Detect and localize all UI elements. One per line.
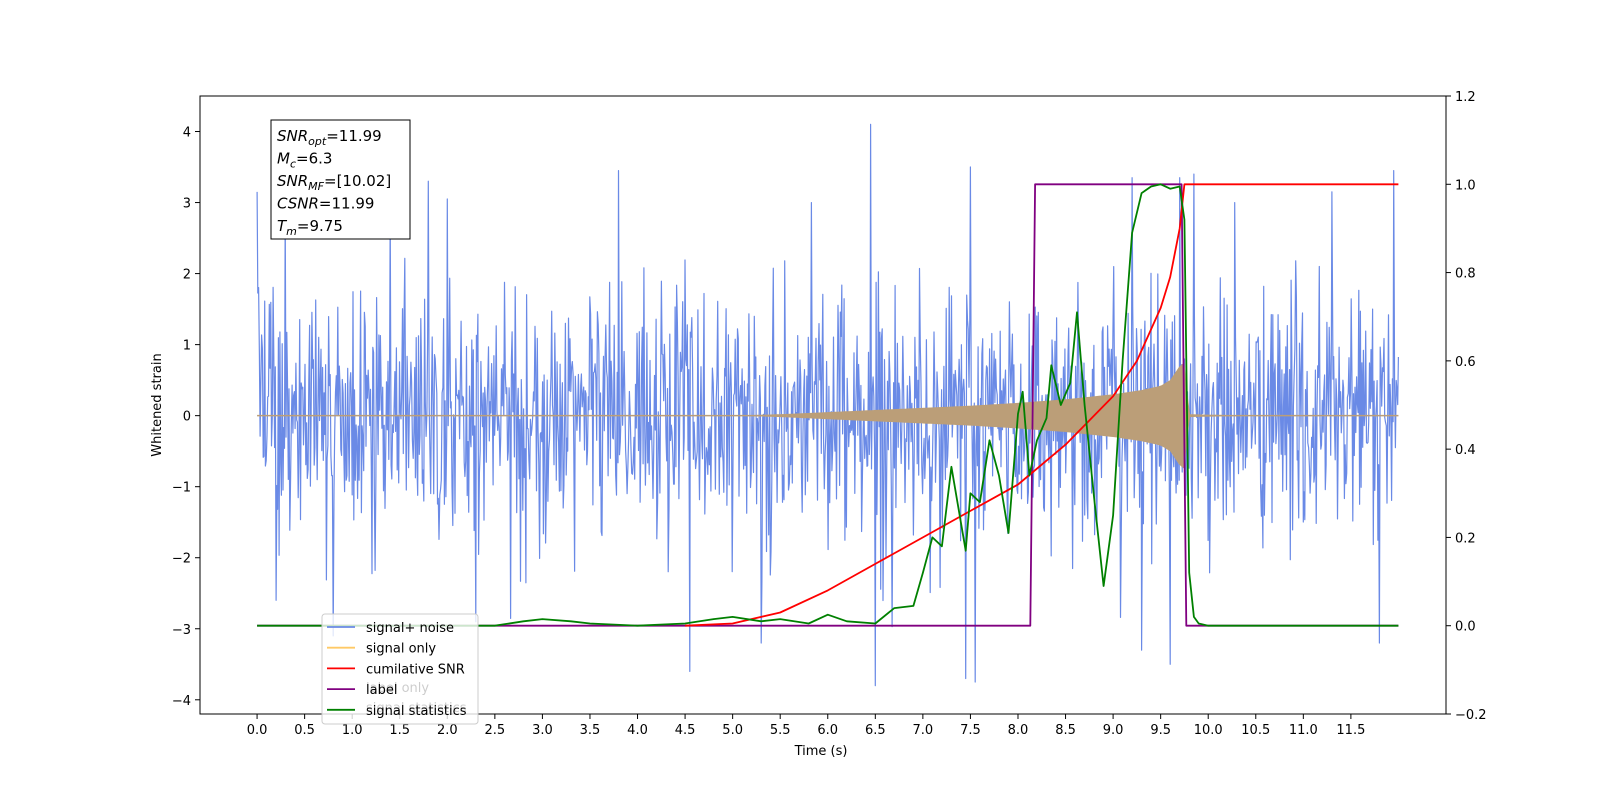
legend-frame	[321, 613, 479, 725]
series-signal-noise	[256, 123, 1399, 687]
y-axis-label: Whitened strain	[150, 353, 165, 456]
plot-frame	[199, 95, 1447, 715]
y-right-tick-label: 1.2	[1455, 90, 1476, 105]
info-value: =11.99	[326, 127, 382, 145]
info-line: Tm=9.75	[277, 217, 343, 238]
x-tick-label: 6.5	[865, 723, 886, 738]
y-left-tick-label: 2	[183, 268, 191, 283]
info-symbol: T	[277, 217, 288, 235]
y-right-tick-label: 1.0	[1455, 178, 1476, 193]
y-right-tick-label: 0.0	[1455, 620, 1476, 635]
info-subscript: c	[290, 158, 296, 171]
x-tick-label: 7.5	[960, 723, 981, 738]
x-tick-label: 11.0	[1289, 723, 1318, 738]
legend-entry-label: label	[366, 683, 397, 698]
info-subscript: opt	[308, 135, 327, 148]
y-left-tick-label: −4	[172, 694, 191, 709]
x-axis-label: Time (s)	[794, 744, 848, 759]
legend-entry-label: signal statistics	[366, 704, 467, 719]
info-value: =9.75	[297, 217, 343, 235]
x-tick-label: 9.0	[1103, 723, 1124, 738]
x-tick-label: 10.0	[1194, 723, 1223, 738]
info-value: =[10.02]	[324, 172, 391, 190]
y-right-tick-label: 0.6	[1455, 355, 1476, 370]
y-left-tick-label: 1	[183, 339, 191, 354]
info-value: =11.99	[319, 195, 375, 213]
info-value: =6.3	[296, 150, 332, 168]
info-symbol: SNR	[277, 127, 308, 145]
y-left-tick-label: −2	[172, 552, 191, 567]
info-line: CSNR=11.99	[277, 195, 374, 213]
y-left-tick-label: 4	[183, 126, 191, 141]
x-tick-label: 6.0	[817, 723, 838, 738]
y-left-tick-label: 0	[183, 410, 191, 425]
x-tick-label: 1.5	[389, 723, 410, 738]
x-tick-label: 8.5	[1055, 723, 1076, 738]
legend-entry-label: cumilative SNR	[366, 662, 465, 677]
x-tick-label: 5.5	[770, 723, 791, 738]
x-tick-label: 9.5	[1150, 723, 1171, 738]
y-left-tick-label: −1	[172, 481, 191, 496]
x-tick-label: 10.5	[1241, 723, 1270, 738]
info-box: SNRopt=11.99Mc=6.3SNRMF=[10.02]CSNR=11.9…	[270, 119, 411, 240]
x-tick-label: 2.0	[437, 723, 458, 738]
info-box-frame	[270, 119, 411, 240]
x-tick-label: 8.0	[1008, 723, 1029, 738]
legend: label onlysignal statisticssignal+ noise…	[321, 613, 479, 725]
y-right-tick-label: 0.8	[1455, 267, 1476, 282]
info-line: SNRMF=[10.02]	[277, 172, 391, 193]
x-tick-label: 1.0	[342, 723, 363, 738]
info-line: Mc=6.3	[277, 150, 332, 171]
info-line: SNRopt=11.99	[277, 127, 382, 148]
y-axis-right: −0.2 0.0 0.2 0.4 0.6 0.8 1.0 1.2	[1446, 90, 1487, 723]
y-left-tick-label: 3	[183, 197, 191, 212]
series-cumulative-snr	[685, 183, 1399, 627]
y-right-tick-label: 0.2	[1455, 531, 1476, 546]
legend-entry-label: signal+ noise	[366, 621, 454, 636]
x-tick-label: 3.5	[580, 723, 601, 738]
plot-area	[256, 123, 1399, 687]
x-tick-label: 11.5	[1336, 723, 1365, 738]
x-tick-label: 4.5	[675, 723, 696, 738]
series-signal-statistics	[257, 183, 1399, 627]
x-tick-label: 5.0	[722, 723, 743, 738]
y-right-tick-label: 0.4	[1455, 443, 1476, 458]
info-symbol: CSNR	[277, 195, 319, 213]
info-subscript: MF	[308, 180, 324, 193]
info-subscript: m	[286, 225, 297, 238]
x-tick-label: 3.0	[532, 723, 553, 738]
y-left-tick-label: −3	[172, 623, 191, 638]
x-tick-label: 2.5	[485, 723, 506, 738]
info-symbol: M	[277, 150, 290, 168]
x-tick-label: 0.0	[247, 723, 268, 738]
legend-entry-label: signal only	[366, 642, 436, 657]
info-symbol: SNR	[277, 172, 308, 190]
y-right-tick-label: −0.2	[1455, 708, 1487, 723]
y-axis-left: −4 −3 −2 −1 0 1 2 3 4	[172, 126, 200, 709]
x-axis: 0.0 0.5 1.0 1.5 2.0 2.5 3.0 3.5 4.0 4.5 5.0 5.5 6.0 6…	[247, 714, 1365, 738]
x-tick-label: 4.0	[627, 723, 648, 738]
x-tick-label: 0.5	[294, 723, 315, 738]
x-tick-label: 7.0	[913, 723, 934, 738]
